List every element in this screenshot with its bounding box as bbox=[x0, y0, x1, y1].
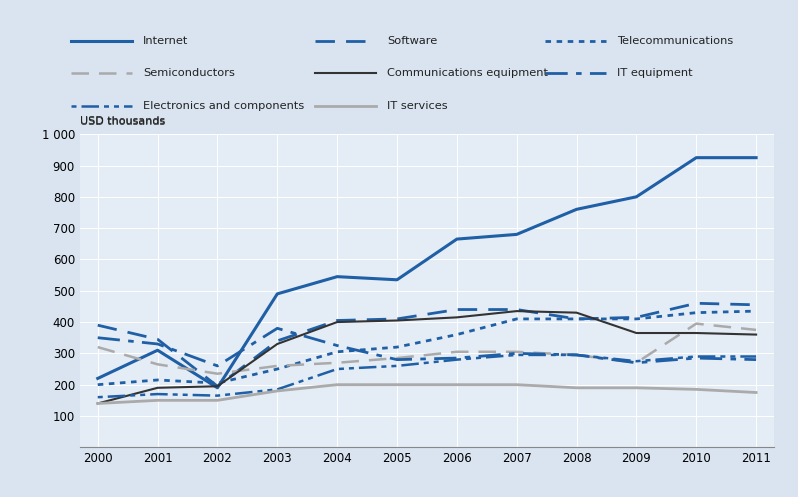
Text: Telecommunications: Telecommunications bbox=[617, 36, 733, 46]
Text: Internet: Internet bbox=[143, 36, 188, 46]
Text: Electronics and components: Electronics and components bbox=[143, 101, 304, 111]
Text: IT equipment: IT equipment bbox=[617, 69, 693, 79]
Text: USD thousands: USD thousands bbox=[80, 117, 165, 127]
Text: Communications equipment: Communications equipment bbox=[387, 69, 548, 79]
Text: Software: Software bbox=[387, 36, 437, 46]
Text: IT services: IT services bbox=[387, 101, 448, 111]
Text: Semiconductors: Semiconductors bbox=[143, 69, 235, 79]
Text: USD thousands: USD thousands bbox=[80, 116, 165, 126]
